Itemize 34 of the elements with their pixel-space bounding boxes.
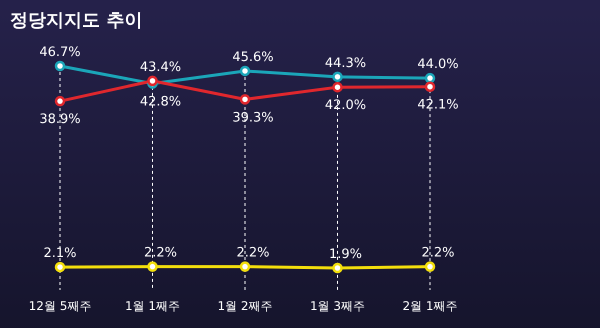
data-label: 42.1% [417,98,459,113]
x-tick-label: 12월 5째주 [28,299,92,313]
x-tick-label: 1월 2째주 [217,299,273,313]
data-label: 43.4% [140,60,182,75]
data-label: 46.7% [39,45,81,60]
point [240,261,250,272]
point [424,261,436,272]
data-label: 44.3% [324,56,366,71]
x-tick-label: 2월 1째주 [402,299,458,313]
point [332,262,343,274]
data-label: 39.3% [232,110,274,126]
data-label: 44.0% [417,57,459,72]
data-label: 45.6% [232,50,274,65]
point [147,76,158,86]
point [54,262,66,272]
x-tick-label: 1월 1째주 [124,299,180,313]
point [332,82,343,92]
point [54,96,66,106]
point [240,66,250,76]
x-tick-label: 1월 3째주 [310,299,366,313]
point [332,72,343,82]
chart-title: 정당지지도 추이 [10,10,142,31]
point [424,81,436,92]
data-label: 42.8% [140,94,182,110]
data-label: 1.9% [328,247,362,262]
point [424,72,436,84]
data-label: 2.2% [144,246,178,261]
point [240,94,250,105]
point [147,261,158,272]
data-label: 38.9% [39,112,81,128]
data-label: 2.2% [236,246,270,261]
data-label: 42.0% [324,98,366,114]
point [54,60,66,72]
data-label: 2.2% [421,246,455,261]
